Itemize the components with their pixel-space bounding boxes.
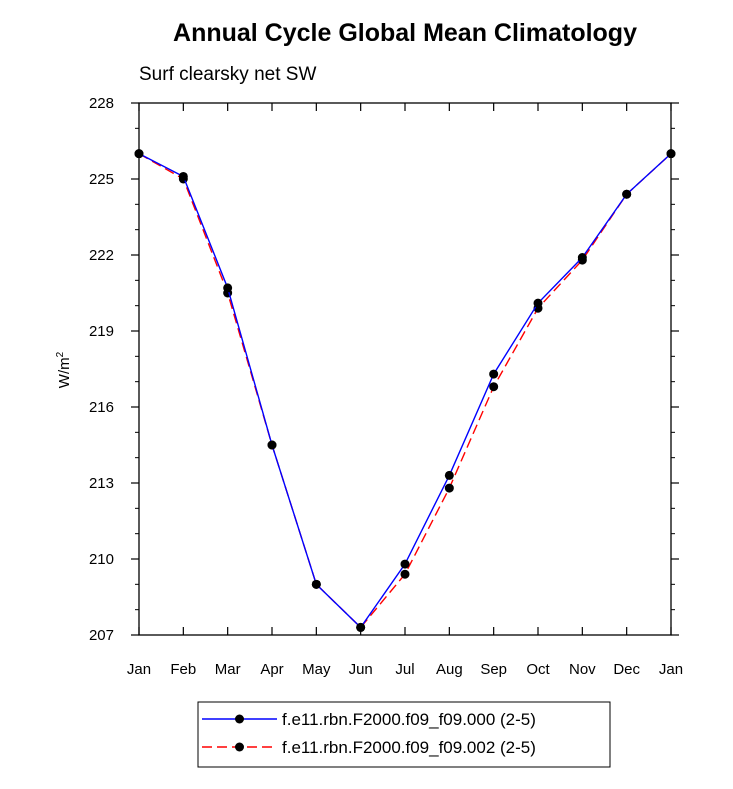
y-tick-label: 207 [89, 627, 114, 644]
legend-label: f.e11.rbn.F2000.f09_f09.000 (2-5) [282, 710, 536, 729]
axis-ticks: Jan Feb Mar Apr May Jun Jul Aug Sep Oct Nov Dec Jan 2… [89, 95, 683, 678]
data-point [400, 569, 410, 579]
x-tick-label: Dec [613, 661, 640, 678]
data-point [444, 483, 454, 493]
data-point [666, 149, 676, 159]
data-point [311, 579, 321, 589]
y-tick-label: 225 [89, 171, 114, 188]
x-tick-label: Nov [569, 661, 596, 678]
chart-title: Annual Cycle Global Mean Climatology [173, 19, 637, 47]
data-point [622, 189, 632, 199]
data-point [533, 298, 543, 308]
legend-marker [235, 742, 244, 752]
x-tick-label: Oct [526, 661, 550, 678]
series-line [138, 153, 672, 629]
data-point [223, 283, 233, 293]
data-point [489, 382, 499, 392]
y-axis-label-superscript: 2 [55, 351, 66, 357]
data-point [134, 149, 144, 159]
x-tick-label: May [302, 661, 331, 678]
y-tick-label: 222 [89, 247, 114, 264]
series-layer [134, 149, 676, 632]
data-point [400, 559, 410, 569]
x-tick-label: Jul [395, 661, 414, 678]
data-point [356, 622, 366, 632]
x-tick-label: Apr [260, 661, 283, 678]
legend-marker [235, 714, 244, 724]
y-tick-label: 228 [89, 95, 114, 112]
legend-box [197, 701, 611, 768]
y-axis-label: W/m2 [55, 351, 73, 388]
x-tick-label: Sep [480, 661, 507, 678]
x-tick-label: Feb [170, 661, 196, 678]
legend-label: f.e11.rbn.F2000.f09_f09.002 (2-5) [282, 738, 536, 757]
data-point [444, 470, 454, 480]
series-line [138, 153, 672, 629]
x-tick-label: Aug [436, 661, 463, 678]
y-axis-label-text: W/m [56, 357, 73, 388]
x-tick-label: Mar [215, 661, 241, 678]
x-tick-label: Jan [659, 661, 683, 678]
data-point [178, 171, 188, 181]
y-tick-label: 213 [89, 475, 114, 492]
y-tick-label: 219 [89, 323, 114, 340]
data-point [577, 253, 587, 263]
y-tick-label: 216 [89, 399, 114, 416]
chart-subtitle: Surf clearsky net SW [139, 64, 316, 85]
plot-frame [138, 102, 672, 636]
data-point [267, 440, 277, 450]
y-tick-label: 210 [89, 551, 114, 568]
x-tick-label: Jan [127, 661, 151, 678]
data-point [489, 369, 499, 379]
legend: f.e11.rbn.F2000.f09_f09.000 (2-5) f.e11.r… [197, 701, 611, 768]
x-tick-label: Jun [349, 661, 373, 678]
